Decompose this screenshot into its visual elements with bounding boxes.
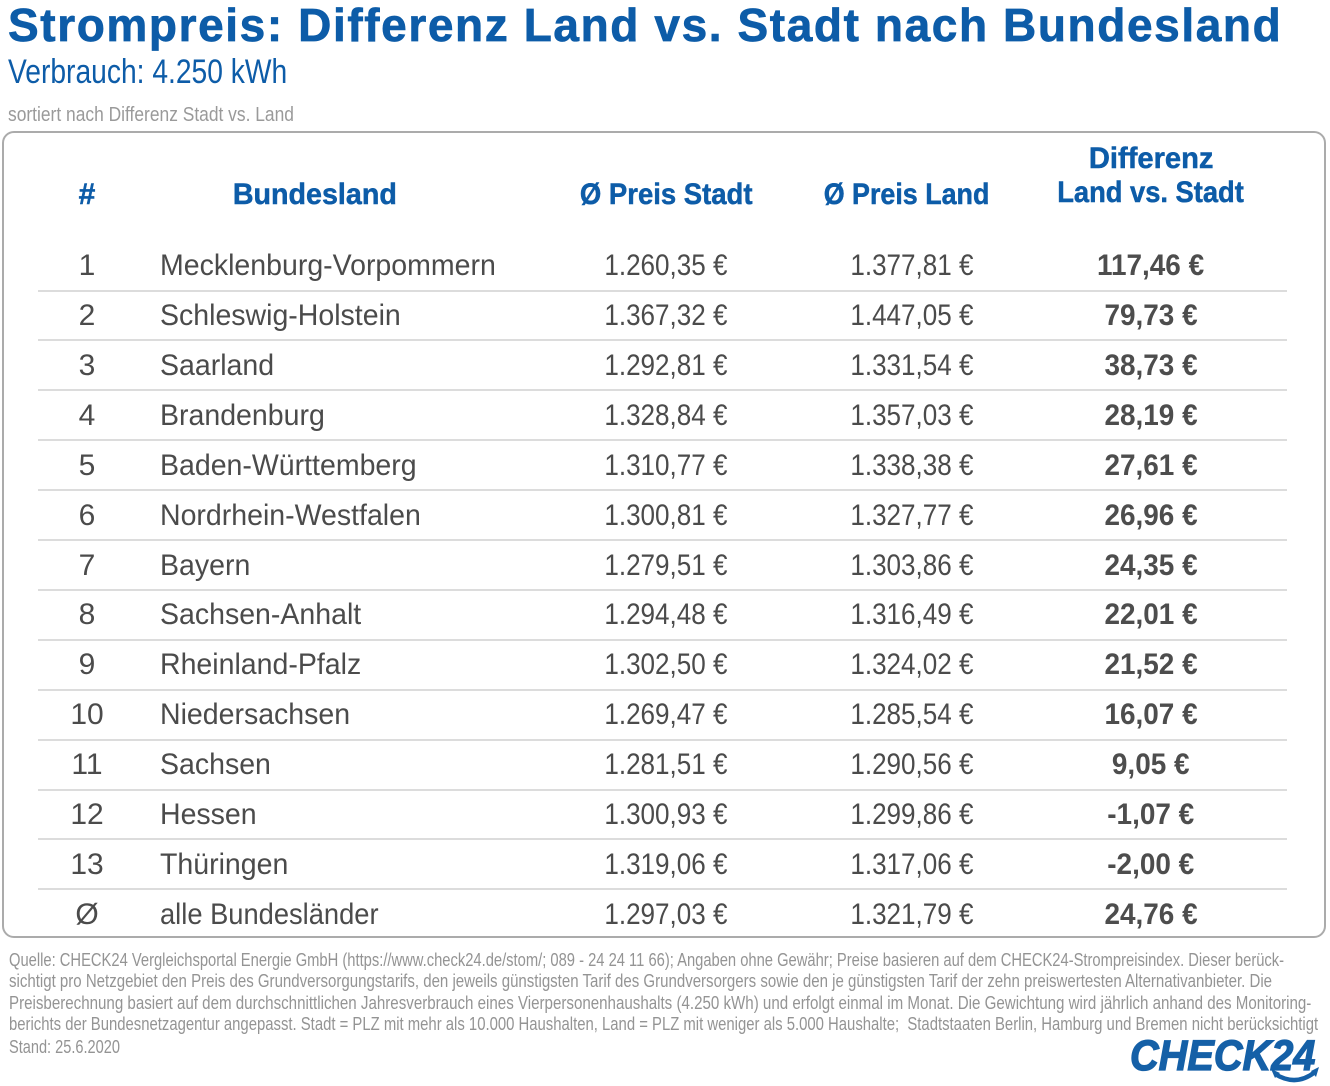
svg-text:CHECK24: CHECK24: [1130, 1033, 1316, 1079]
